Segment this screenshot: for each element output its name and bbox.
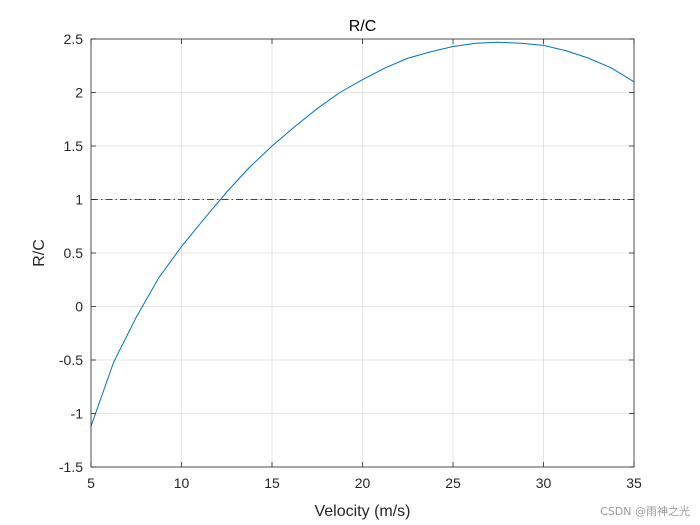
series-line-rc [90, 41, 635, 427]
y-tick-label: 1.5 [64, 138, 84, 154]
x-tick-label: 25 [445, 475, 461, 491]
tick-labels: 5 10 15 20 25 30 35 -1.5 -1 -0.5 0 0.5 1 1.5 2 2.5 [59, 31, 642, 491]
y-tick-label: 0 [75, 299, 83, 315]
x-tick-label: 35 [626, 475, 642, 491]
y-tick-label: 1 [75, 192, 83, 208]
y-tick-label: 2.5 [64, 31, 84, 47]
x-tick-label: 20 [355, 475, 371, 491]
watermark: CSDN @雨神之光 [600, 504, 690, 518]
y-tick-label: 2 [75, 85, 83, 101]
series-layer [90, 41, 635, 427]
x-tick-label: 10 [174, 475, 190, 491]
x-tick-label: 15 [264, 475, 280, 491]
y-axis-label: R/C [31, 239, 48, 267]
x-tick-label: 30 [536, 475, 552, 491]
chart-title: R/C [349, 18, 377, 35]
x-tick-label: 5 [87, 475, 95, 491]
y-tick-label: -1.5 [59, 459, 83, 475]
y-tick-label: -1 [71, 406, 84, 422]
ticks [90, 38, 635, 468]
y-tick-label: 0.5 [64, 245, 84, 261]
y-tick-label: -0.5 [59, 352, 83, 368]
x-axis-label: Velocity (m/s) [314, 503, 410, 520]
